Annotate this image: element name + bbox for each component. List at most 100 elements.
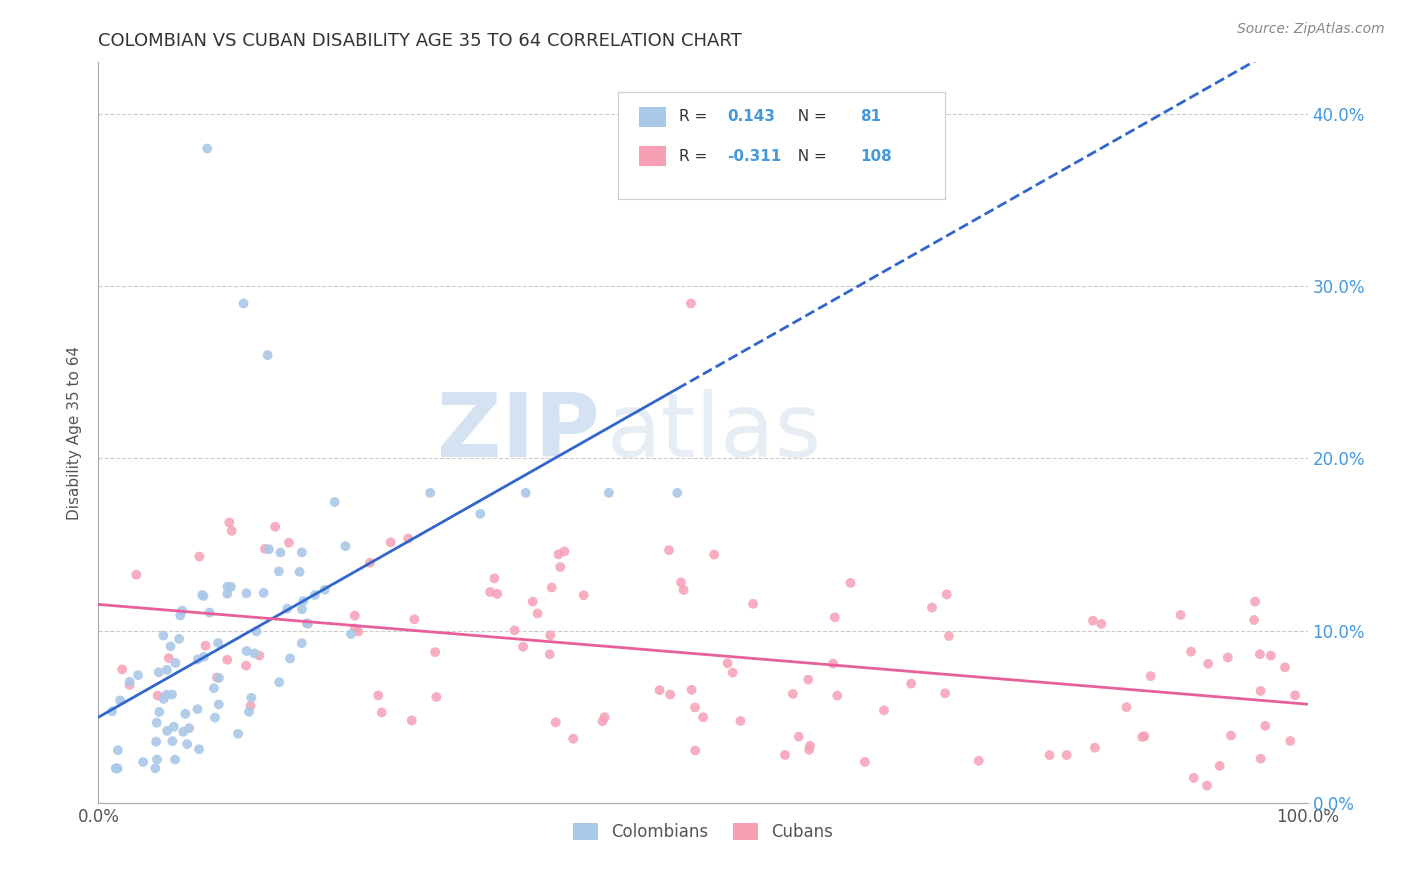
Point <box>111 662 134 676</box>
Text: Source: ZipAtlas.com: Source: ZipAtlas.com <box>1237 22 1385 37</box>
Point <box>773 747 796 762</box>
Bar <box>638 107 665 127</box>
Point <box>742 597 765 611</box>
Point <box>221 524 243 538</box>
Point <box>193 649 215 664</box>
Point <box>1244 594 1267 608</box>
Point <box>232 296 254 310</box>
Point <box>217 653 239 667</box>
Text: -0.311: -0.311 <box>727 149 782 164</box>
Point <box>188 549 211 564</box>
Point <box>1115 700 1137 714</box>
Point <box>548 560 571 574</box>
Point <box>198 606 221 620</box>
Point <box>562 731 585 746</box>
FancyBboxPatch shape <box>619 92 945 200</box>
Point <box>179 721 201 735</box>
Point <box>107 761 129 775</box>
Point <box>572 588 595 602</box>
Point <box>295 616 318 631</box>
Point <box>479 585 502 599</box>
Legend: Colombians, Cubans: Colombians, Cubans <box>568 818 838 847</box>
Point <box>827 689 849 703</box>
Point <box>219 580 242 594</box>
Point <box>162 734 184 748</box>
Point <box>148 665 170 680</box>
Point <box>672 582 695 597</box>
Point <box>1090 616 1112 631</box>
Point <box>359 556 381 570</box>
Point <box>1180 645 1202 659</box>
Point <box>404 612 426 626</box>
Point <box>1133 729 1156 743</box>
Point <box>370 706 392 720</box>
Point <box>1249 647 1271 661</box>
Point <box>148 705 170 719</box>
Point <box>683 700 706 714</box>
Point <box>659 688 682 702</box>
Point <box>553 544 575 558</box>
Point <box>1038 748 1060 763</box>
Point <box>823 657 845 671</box>
Point <box>157 651 180 665</box>
Point <box>146 752 169 766</box>
Point <box>165 753 187 767</box>
Point <box>598 486 620 500</box>
Point <box>165 656 187 670</box>
Point <box>323 495 346 509</box>
Point <box>526 607 548 621</box>
Point <box>1139 669 1161 683</box>
Point <box>1284 688 1306 702</box>
Point <box>666 486 689 500</box>
Point <box>547 548 569 562</box>
Point <box>797 743 820 757</box>
Point <box>380 535 402 549</box>
Point <box>824 610 846 624</box>
Point <box>125 567 148 582</box>
Point <box>1170 607 1192 622</box>
Point <box>297 616 319 631</box>
Point <box>101 704 124 718</box>
Point <box>419 486 441 500</box>
Point <box>205 671 228 685</box>
Text: 81: 81 <box>860 109 882 124</box>
Point <box>194 639 217 653</box>
Point <box>1182 771 1205 785</box>
Point <box>108 693 131 707</box>
Point <box>544 715 567 730</box>
Point <box>292 594 315 608</box>
Point <box>503 624 526 638</box>
Point <box>145 715 167 730</box>
Point <box>522 594 544 608</box>
Point <box>934 686 956 700</box>
Point <box>703 548 725 562</box>
Point <box>1197 657 1219 671</box>
Point <box>291 636 314 650</box>
Point <box>679 296 702 310</box>
Point <box>291 602 314 616</box>
Point <box>269 675 291 690</box>
Point <box>235 644 257 658</box>
Point <box>288 565 311 579</box>
Point <box>935 587 957 601</box>
Point <box>967 754 990 768</box>
Text: atlas: atlas <box>606 389 821 476</box>
Point <box>425 690 447 704</box>
Text: N =: N = <box>787 109 831 124</box>
Point <box>470 507 492 521</box>
Point <box>515 486 537 500</box>
Point <box>730 714 752 728</box>
Point <box>648 683 671 698</box>
Point <box>340 627 363 641</box>
Point <box>264 520 287 534</box>
Point <box>782 687 804 701</box>
Point <box>425 645 447 659</box>
Point <box>191 588 214 602</box>
Point <box>314 582 336 597</box>
Point <box>538 648 561 662</box>
Point <box>853 755 876 769</box>
Point <box>1279 734 1302 748</box>
Point <box>1250 752 1272 766</box>
Point <box>208 698 231 712</box>
Point <box>1208 759 1230 773</box>
